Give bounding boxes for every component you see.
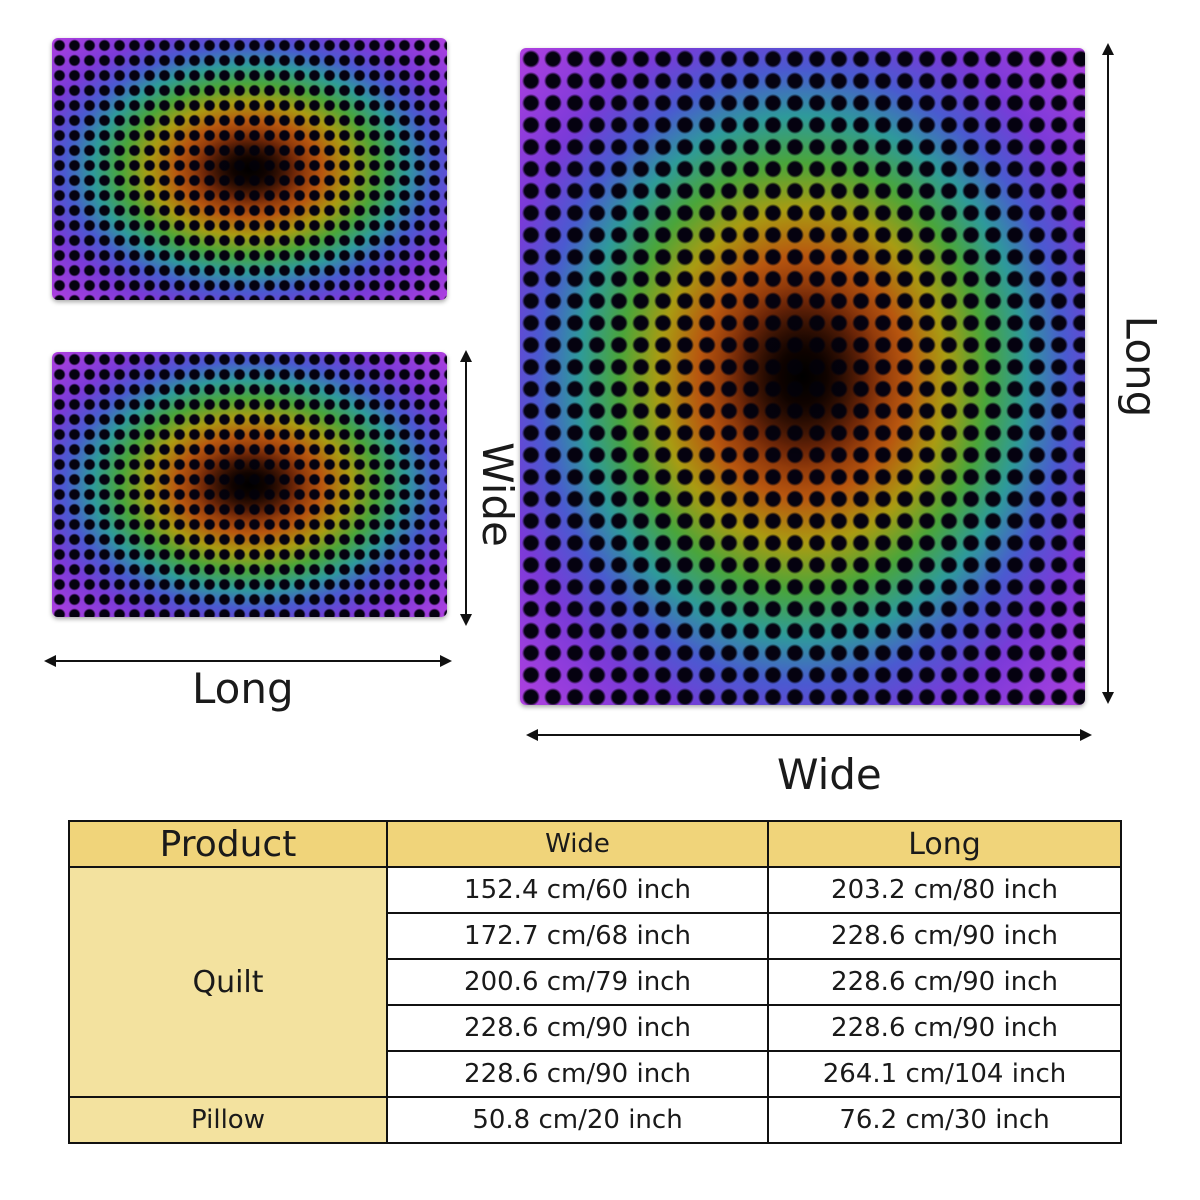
size-table: Product Wide Long Quilt 152.4 cm/60 inch… xyxy=(68,820,1122,1144)
header-product: Product xyxy=(68,820,388,868)
table-row: 228.6 cm/90 inch 264.1 cm/104 inch xyxy=(69,1050,1122,1098)
cell-long: 228.6 cm/90 inch xyxy=(767,1004,1122,1052)
quilt-wide-arrow xyxy=(526,729,1092,741)
product-pillow: Pillow xyxy=(68,1096,388,1144)
table-row: 200.6 cm/79 inch 228.6 cm/90 inch xyxy=(69,958,1122,1006)
cell-wide: 50.8 cm/20 inch xyxy=(386,1096,769,1144)
table-header-row: Product Wide Long xyxy=(68,820,1122,868)
cell-wide: 152.4 cm/60 inch xyxy=(386,866,769,914)
cell-wide: 228.6 cm/90 inch xyxy=(386,1004,769,1052)
cell-long: 76.2 cm/30 inch xyxy=(767,1096,1122,1144)
table-row: Quilt 152.4 cm/60 inch 203.2 cm/80 inch xyxy=(68,866,1122,1098)
table-row: Pillow 50.8 cm/20 inch 76.2 cm/30 inch xyxy=(68,1096,1122,1144)
cell-long: 264.1 cm/104 inch xyxy=(767,1050,1122,1098)
table-row: 228.6 cm/90 inch 228.6 cm/90 inch xyxy=(69,1004,1122,1052)
header-long: Long xyxy=(767,820,1122,868)
cell-wide: 228.6 cm/90 inch xyxy=(386,1050,769,1098)
pillow-wide-label: Wide xyxy=(472,442,522,547)
pillow-long-arrow xyxy=(44,655,452,667)
header-wide: Wide xyxy=(386,820,769,868)
quilt-wide-label: Wide xyxy=(777,750,882,799)
quilt-image xyxy=(520,48,1085,705)
cell-long: 203.2 cm/80 inch xyxy=(767,866,1122,914)
quilt-long-label: Long xyxy=(1116,315,1166,418)
cell-wide: 200.6 cm/79 inch xyxy=(386,958,769,1006)
cell-long: 228.6 cm/90 inch xyxy=(767,912,1122,960)
quilt-long-arrow xyxy=(1102,43,1114,704)
pillow-image-1 xyxy=(52,38,447,300)
pillow-image-2 xyxy=(52,352,447,617)
cell-wide: 172.7 cm/68 inch xyxy=(386,912,769,960)
table-row: 172.7 cm/68 inch 228.6 cm/90 inch xyxy=(69,912,1122,960)
cell-long: 228.6 cm/90 inch xyxy=(767,958,1122,1006)
pillow-wide-arrow xyxy=(460,350,472,626)
product-quilt: Quilt xyxy=(68,866,388,1098)
pillow-long-label: Long xyxy=(192,664,294,713)
